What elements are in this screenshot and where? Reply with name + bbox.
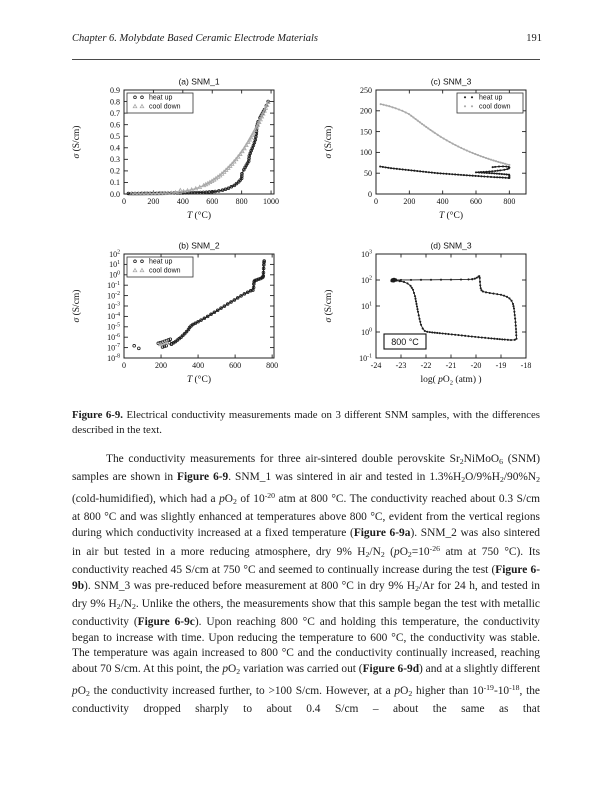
svg-text:-18: -18 (521, 361, 532, 370)
svg-text:101: 101 (361, 302, 372, 311)
svg-text:250: 250 (360, 86, 372, 95)
chart-d-snm3: -24 -23 -22 -21 -20 -19 -18 103 102 101 100 10-1 800… (323, 241, 532, 387)
svg-text:-23: -23 (396, 361, 407, 370)
svg-text:800: 800 (266, 361, 278, 370)
svg-text:-24: -24 (371, 361, 382, 370)
header-rule (72, 59, 540, 60)
svg-text:-20: -20 (471, 361, 482, 370)
svg-text:0.7: 0.7 (110, 109, 120, 118)
svg-text:102: 102 (361, 276, 372, 285)
svg-text:σ (S/cm): σ (S/cm) (71, 290, 82, 323)
svg-text:10-2: 10-2 (107, 291, 120, 300)
svg-text:(b) SNM_2: (b) SNM_2 (178, 241, 219, 251)
svg-text:σ (S/cm): σ (S/cm) (71, 126, 82, 159)
page-number: 191 (526, 33, 542, 44)
svg-text:0: 0 (368, 190, 372, 199)
svg-text:10-5: 10-5 (107, 322, 120, 331)
page-header: Chapter 6. Molybdate Based Ceramic Elect… (72, 33, 542, 44)
svg-text:0.4: 0.4 (110, 144, 120, 153)
svg-text:(d) SNM_3: (d) SNM_3 (430, 241, 471, 251)
svg-text:10-1: 10-1 (359, 354, 372, 363)
svg-text:102: 102 (109, 250, 120, 259)
body-paragraph: The conductivity measurements for three … (72, 453, 540, 716)
svg-text:800 °C: 800 °C (391, 337, 419, 347)
svg-text:-19: -19 (496, 361, 507, 370)
svg-text:0: 0 (122, 197, 126, 206)
svg-text:log( pO2 (atm) ): log( pO2 (atm) ) (420, 374, 481, 386)
svg-text:10-1: 10-1 (107, 281, 120, 290)
svg-text:T (°C): T (°C) (439, 210, 463, 221)
svg-text:0.0: 0.0 (110, 190, 120, 199)
svg-text:0.6: 0.6 (110, 120, 120, 129)
svg-text:400: 400 (437, 197, 449, 206)
svg-text:200: 200 (147, 197, 159, 206)
svg-text:0.3: 0.3 (110, 155, 120, 164)
svg-text:0.9: 0.9 (110, 86, 120, 95)
svg-text:cool down: cool down (479, 104, 511, 111)
svg-text:-22: -22 (421, 361, 432, 370)
svg-text:σ (S/cm): σ (S/cm) (323, 126, 334, 159)
svg-text:800: 800 (236, 197, 248, 206)
svg-text:400: 400 (177, 197, 189, 206)
svg-text:cool down: cool down (149, 104, 181, 111)
chart-b-snm2: 0 200 400 600 80010210110010-110-210-310-410… (71, 241, 278, 386)
svg-text:(c) SNM_3: (c) SNM_3 (431, 77, 472, 87)
svg-text:T (°C): T (°C) (187, 374, 211, 385)
svg-text:150: 150 (360, 127, 372, 136)
svg-text:600: 600 (470, 197, 482, 206)
svg-text:cool down: cool down (149, 268, 181, 275)
svg-text:T (°C): T (°C) (187, 210, 211, 221)
svg-text:heat up: heat up (479, 95, 502, 102)
svg-text:100: 100 (361, 328, 372, 337)
svg-text:10-3: 10-3 (107, 302, 120, 311)
running-header: Chapter 6. Molybdate Based Ceramic Elect… (72, 33, 319, 44)
chart-a-snm1: 0 200 400 600 800 1000 0.0 0.1 0.2 0.3 0.4 0.5 0.6 0.… (71, 77, 279, 222)
svg-text:100: 100 (109, 270, 120, 279)
svg-text:200: 200 (155, 361, 167, 370)
svg-text:-21: -21 (446, 361, 457, 370)
figure-6-9: 0 200 400 600 800 1000 0.0 0.1 0.2 0.3 0.4 0.5 0.6 0.… (66, 76, 546, 392)
svg-text:heat up: heat up (149, 95, 172, 102)
svg-text:1000: 1000 (263, 197, 279, 206)
svg-text:400: 400 (192, 361, 204, 370)
svg-text:600: 600 (206, 197, 218, 206)
svg-text:(a) SNM_1: (a) SNM_1 (178, 77, 219, 87)
svg-text:800: 800 (503, 197, 515, 206)
svg-text:0.2: 0.2 (110, 167, 120, 176)
svg-text:10-8: 10-8 (107, 354, 120, 363)
svg-text:103: 103 (361, 250, 372, 259)
svg-text:200: 200 (360, 107, 372, 116)
svg-text:10-6: 10-6 (107, 333, 120, 342)
svg-text:0.5: 0.5 (110, 132, 120, 141)
chart-c-snm3: 0 200 400 600 800 0 50 100 150 200 250 heat up cool … (323, 77, 527, 221)
figure-caption: Figure 6-9. Electrical conductivity meas… (72, 409, 540, 436)
svg-text:101: 101 (109, 260, 120, 269)
svg-text:0.1: 0.1 (110, 178, 120, 187)
svg-text:50: 50 (364, 169, 372, 178)
svg-text:heat up: heat up (149, 259, 172, 266)
svg-text:10-4: 10-4 (107, 312, 120, 321)
svg-text:0.8: 0.8 (110, 97, 120, 106)
svg-text:0: 0 (374, 197, 378, 206)
svg-text:600: 600 (229, 361, 241, 370)
svg-text:0: 0 (122, 361, 126, 370)
svg-text:σ (S/cm): σ (S/cm) (323, 290, 334, 323)
svg-text:10-7: 10-7 (107, 343, 120, 352)
svg-text:200: 200 (403, 197, 415, 206)
svg-text:100: 100 (360, 148, 372, 157)
